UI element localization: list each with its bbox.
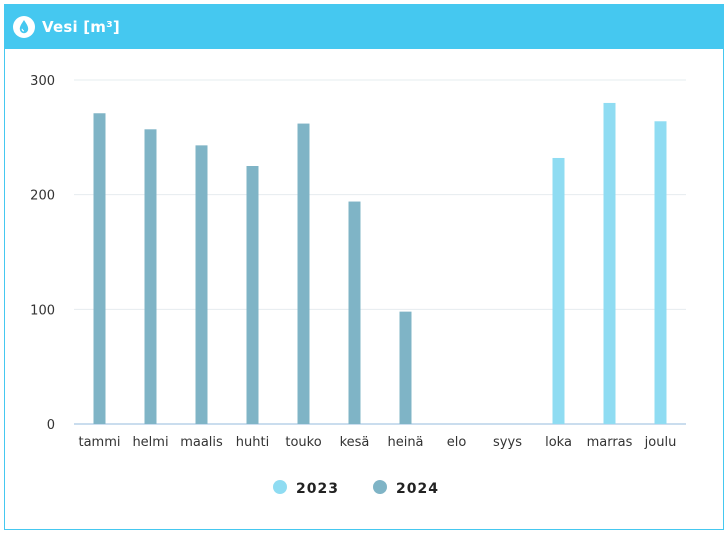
x-tick-label: maalis [180, 435, 223, 450]
legend-swatch [373, 480, 387, 494]
bars [93, 102, 667, 425]
bar-2024-tammi[interactable] [93, 113, 106, 425]
card-title: Vesi [m³] [42, 18, 120, 36]
bar-2024-maalis[interactable] [195, 145, 208, 425]
y-tick-label: 200 [30, 189, 55, 204]
bar-2024-helmi[interactable] [144, 129, 157, 424]
x-tick-label: helmi [132, 435, 168, 450]
bar-2024-huhti[interactable] [246, 166, 259, 424]
y-tick-label: 100 [30, 303, 55, 318]
bar-2023-marras[interactable] [603, 102, 616, 424]
bar-2023-loka[interactable] [552, 157, 565, 424]
bar-2024-heinä[interactable] [399, 311, 412, 424]
grid-lines [74, 79, 686, 425]
x-axis-ticks: tammi helmi maalis huhti touko kesä heinä elo sy… [78, 435, 676, 450]
bar-2023-joulu[interactable] [654, 121, 667, 424]
legend-item-2023[interactable]: 2023 [273, 480, 339, 497]
legend-label: 2024 [396, 481, 439, 497]
legend-label: 2023 [296, 481, 339, 497]
x-tick-label: joulu [644, 435, 677, 450]
y-axis-ticks: 0 100 200 300 [30, 74, 55, 433]
y-tick-label: 0 [47, 418, 55, 433]
x-tick-label: tammi [78, 435, 120, 450]
bar-2024-touko[interactable] [297, 123, 310, 424]
x-tick-label: elo [447, 435, 467, 450]
x-tick-label: syys [493, 435, 522, 450]
card-header: Vesi [m³] [5, 5, 723, 49]
legend-item-2024[interactable]: 2024 [373, 480, 439, 497]
x-tick-label: kesä [340, 435, 370, 450]
x-tick-label: heinä [387, 435, 423, 450]
water-drop-icon [13, 16, 35, 38]
legend[interactable]: 2023 2024 [273, 480, 439, 497]
x-tick-label: marras [587, 435, 633, 450]
legend-swatch [273, 480, 287, 494]
bar-2024-kesä[interactable] [348, 201, 361, 424]
x-tick-label: huhti [236, 435, 269, 450]
x-tick-label: touko [285, 435, 321, 450]
y-tick-label: 300 [30, 74, 55, 89]
x-tick-label: loka [545, 435, 572, 450]
